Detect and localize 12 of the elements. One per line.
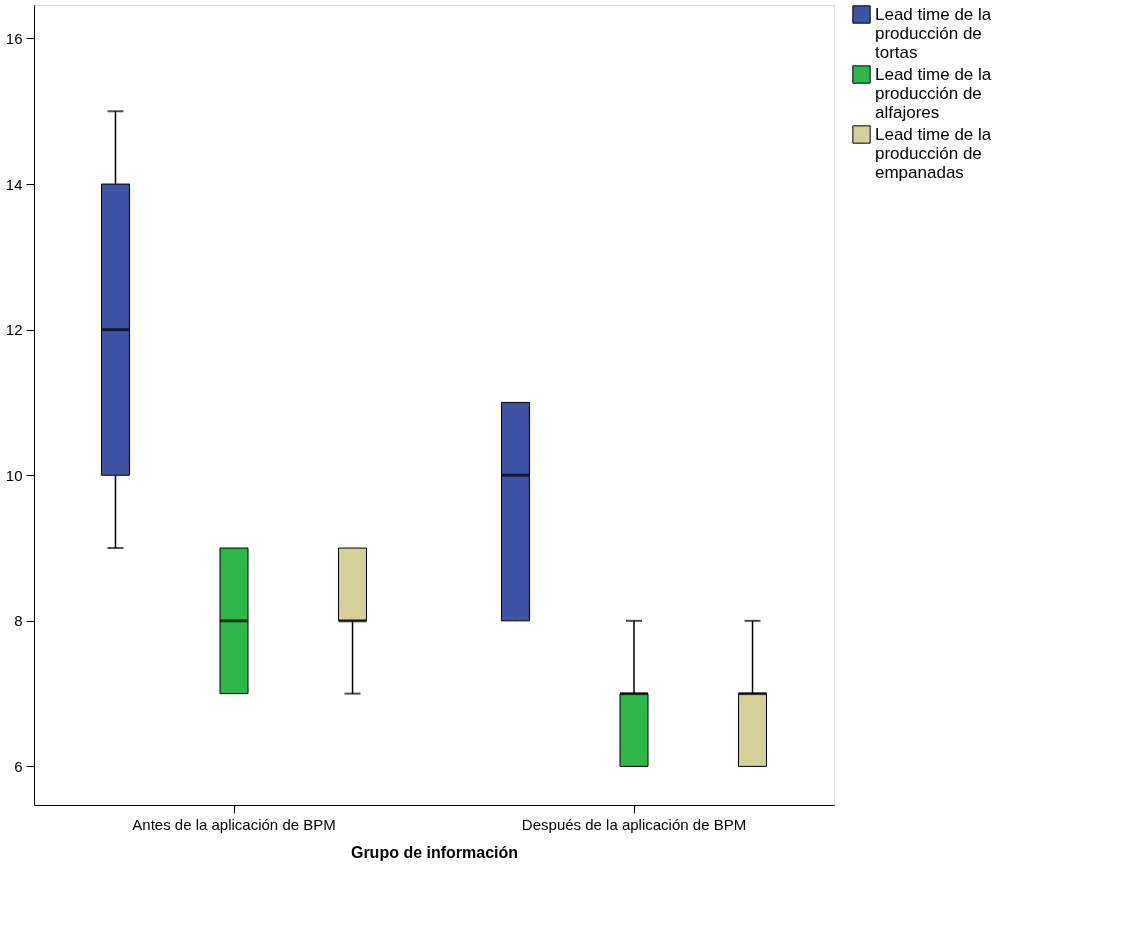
y-tick-label: 10	[5, 466, 23, 484]
y-tick-label: 8	[14, 612, 23, 630]
legend-label: Lead time de la producción de empanadas	[875, 124, 992, 182]
x-axis-title: Grupo de información	[350, 843, 519, 861]
y-tick-label: 6	[14, 757, 23, 775]
x-tick-label: Antes de la aplicación de BPM	[132, 815, 336, 833]
y-tick-label: 14	[5, 175, 23, 193]
legend-label: Lead time de la producción de tortas	[875, 4, 992, 62]
y-tick-label: 12	[5, 321, 23, 339]
x-tick-label: Después de la aplicación de BPM	[521, 815, 747, 833]
y-tick-label: 16	[5, 29, 23, 47]
legend-label: Lead time de la producción de alfajores	[875, 64, 992, 122]
